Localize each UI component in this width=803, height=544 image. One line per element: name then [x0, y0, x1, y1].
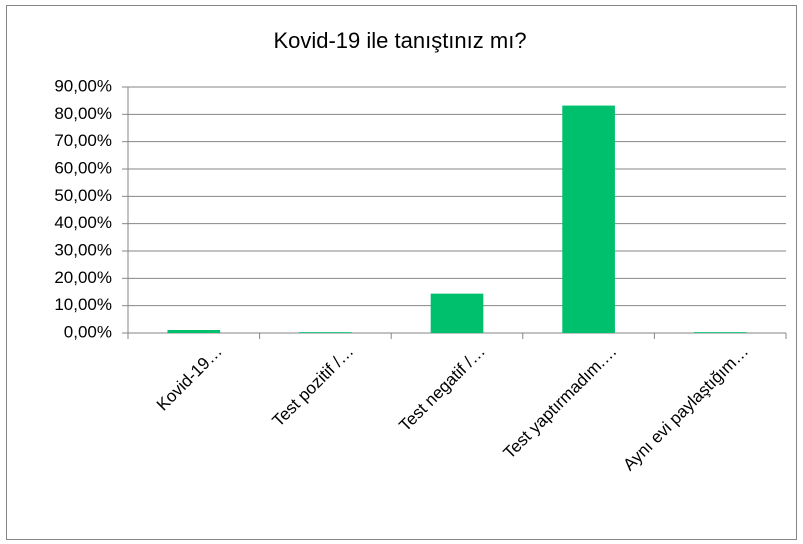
y-tick-label: 90,00% — [54, 76, 112, 95]
chart-title: Kovid-19 ile tanıştınız mı? — [273, 28, 526, 53]
y-tick-label: 30,00% — [54, 240, 112, 259]
y-tick-label: 20,00% — [54, 268, 112, 287]
chart-border — [6, 5, 797, 540]
bar — [430, 293, 484, 333]
y-tick-label: 50,00% — [54, 186, 112, 205]
bar — [167, 329, 221, 333]
y-tick-label: 0,00% — [64, 322, 112, 341]
bar — [562, 105, 615, 333]
y-tick-label: 70,00% — [54, 131, 112, 150]
bar — [299, 332, 352, 333]
y-tick-label: 60,00% — [54, 158, 112, 177]
y-tick-label: 40,00% — [54, 213, 112, 232]
bar — [693, 332, 747, 333]
y-tick-label: 80,00% — [54, 104, 112, 123]
y-tick-label: 10,00% — [54, 295, 112, 314]
